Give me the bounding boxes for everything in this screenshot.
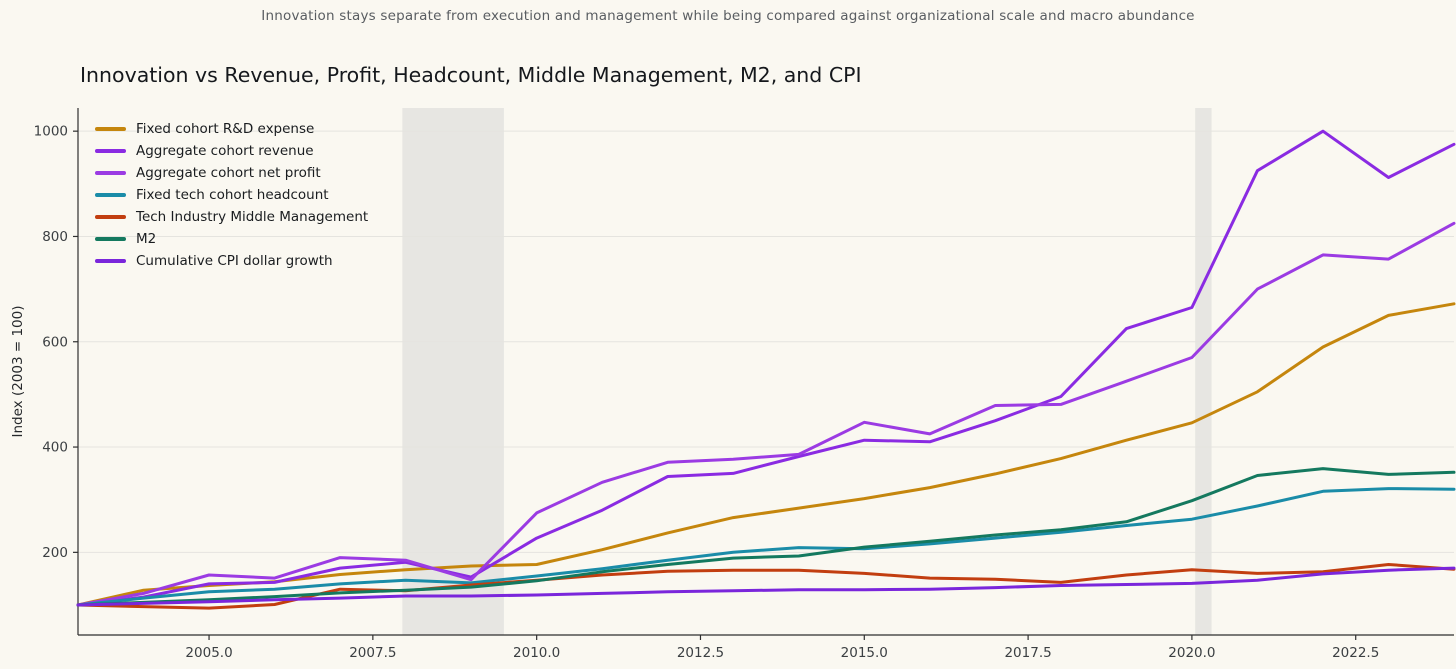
x-tick-label-2015: 2015.0 xyxy=(841,645,888,661)
legend-swatch-icon xyxy=(95,259,126,263)
series-line-m2 xyxy=(76,467,1456,607)
recession-band-1 xyxy=(402,108,504,635)
legend-item-3: Fixed tech cohort headcount xyxy=(95,184,368,206)
series-line-tech-industry-middle-management xyxy=(76,563,1456,610)
legend-label: Tech Industry Middle Management xyxy=(136,209,369,225)
series-line-cumulative-cpi-dollar-growth xyxy=(76,566,1456,607)
x-tick-label-2020: 2020.0 xyxy=(1168,645,1215,661)
x-tick-label-2012.5: 2012.5 xyxy=(677,645,724,661)
legend-item-1: Aggregate cohort revenue xyxy=(95,140,368,162)
x-tick-label-2022.5: 2022.5 xyxy=(1332,645,1379,661)
legend-label: M2 xyxy=(136,231,157,247)
series-line-aggregate-cohort-revenue xyxy=(76,129,1456,607)
legend-swatch-icon xyxy=(95,215,126,219)
legend-item-0: Fixed cohort R&D expense xyxy=(95,118,368,140)
y-tick-label-800: 800 xyxy=(42,229,68,245)
legend-swatch-icon xyxy=(95,127,126,131)
legend-item-2: Aggregate cohort net profit xyxy=(95,162,368,184)
legend-item-6: Cumulative CPI dollar growth xyxy=(95,250,368,272)
legend-swatch-icon xyxy=(95,171,126,175)
legend-label: Cumulative CPI dollar growth xyxy=(136,253,333,269)
x-tick-label-2007.5: 2007.5 xyxy=(349,645,396,661)
x-tick-label-2010: 2010.0 xyxy=(513,645,560,661)
y-tick-label-600: 600 xyxy=(42,334,68,350)
chart-subtitle: Innovation stays separate from execution… xyxy=(261,8,1195,24)
y-tick-label-1000: 1000 xyxy=(34,124,68,140)
y-tick-label-400: 400 xyxy=(42,440,68,456)
recession-band-2 xyxy=(1195,108,1212,635)
series-line-aggregate-cohort-net-profit xyxy=(76,221,1456,607)
chart-title: Innovation vs Revenue, Profit, Headcount… xyxy=(80,63,862,87)
legend-swatch-icon xyxy=(95,149,126,153)
x-tick-label-2005: 2005.0 xyxy=(185,645,232,661)
legend-swatch-icon xyxy=(95,193,126,197)
legend-label: Aggregate cohort net profit xyxy=(136,165,321,181)
series-line-fixed-cohort-r-d-expense xyxy=(76,302,1456,607)
x-tick-label-2017.5: 2017.5 xyxy=(1004,645,1051,661)
y-tick-label-200: 200 xyxy=(42,545,68,561)
legend-label: Fixed tech cohort headcount xyxy=(136,187,329,203)
chart-legend: Fixed cohort R&D expense Aggregate cohort… xyxy=(95,118,368,272)
legend-item-5: M2 xyxy=(95,228,368,250)
legend-swatch-icon xyxy=(95,237,126,241)
legend-item-4: Tech Industry Middle Management xyxy=(95,206,368,228)
legend-label: Aggregate cohort revenue xyxy=(136,143,314,159)
series-line-fixed-tech-cohort-headcount xyxy=(76,487,1456,607)
legend-label: Fixed cohort R&D expense xyxy=(136,121,315,137)
y-axis-title: Index (2003 = 100) xyxy=(10,305,26,437)
